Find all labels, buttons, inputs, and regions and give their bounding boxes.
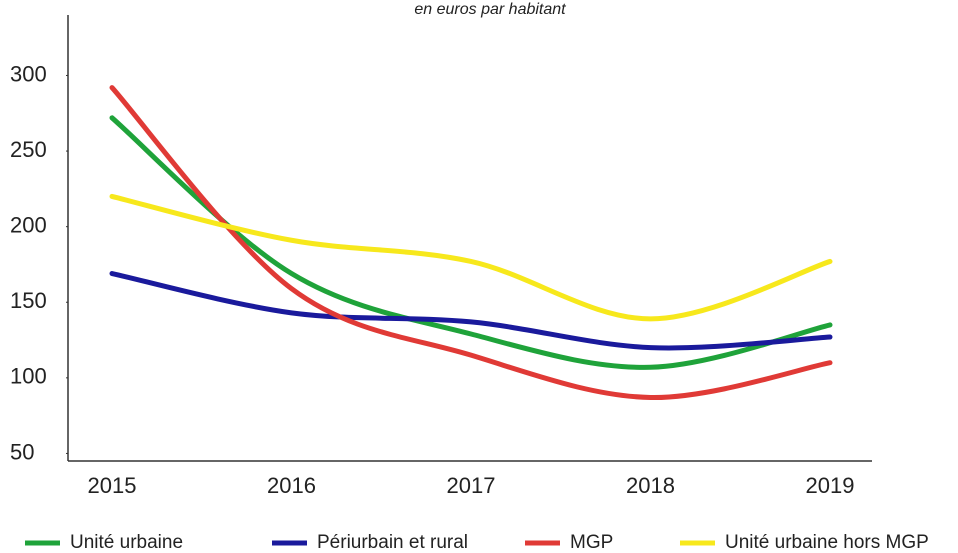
- x-tick-label: 2017: [447, 473, 496, 498]
- y-tick-label: 200: [10, 212, 47, 237]
- y-tick-label: 250: [10, 137, 47, 162]
- series-line: [109, 115, 833, 370]
- x-tick-label: 2019: [806, 473, 855, 498]
- legend-label: Unité urbaine hors MGP: [725, 532, 929, 553]
- x-tick-label: 2015: [88, 473, 137, 498]
- series-line: [109, 85, 833, 401]
- chart-subtitle: en euros par habitant: [414, 1, 566, 18]
- y-tick-label: 150: [10, 288, 47, 313]
- y-tick-label: 50: [10, 439, 34, 464]
- y-tick-label: 100: [10, 364, 47, 389]
- legend-label: Unité urbaine: [70, 532, 183, 553]
- series-line: [109, 193, 833, 322]
- y-tick-label: 300: [10, 61, 47, 86]
- x-tick-label: 2018: [626, 473, 675, 498]
- series-line: [109, 271, 833, 351]
- legend-label: MGP: [570, 532, 613, 553]
- x-tick-label: 2016: [267, 473, 316, 498]
- legend-label: Périurbain et rural: [317, 532, 468, 553]
